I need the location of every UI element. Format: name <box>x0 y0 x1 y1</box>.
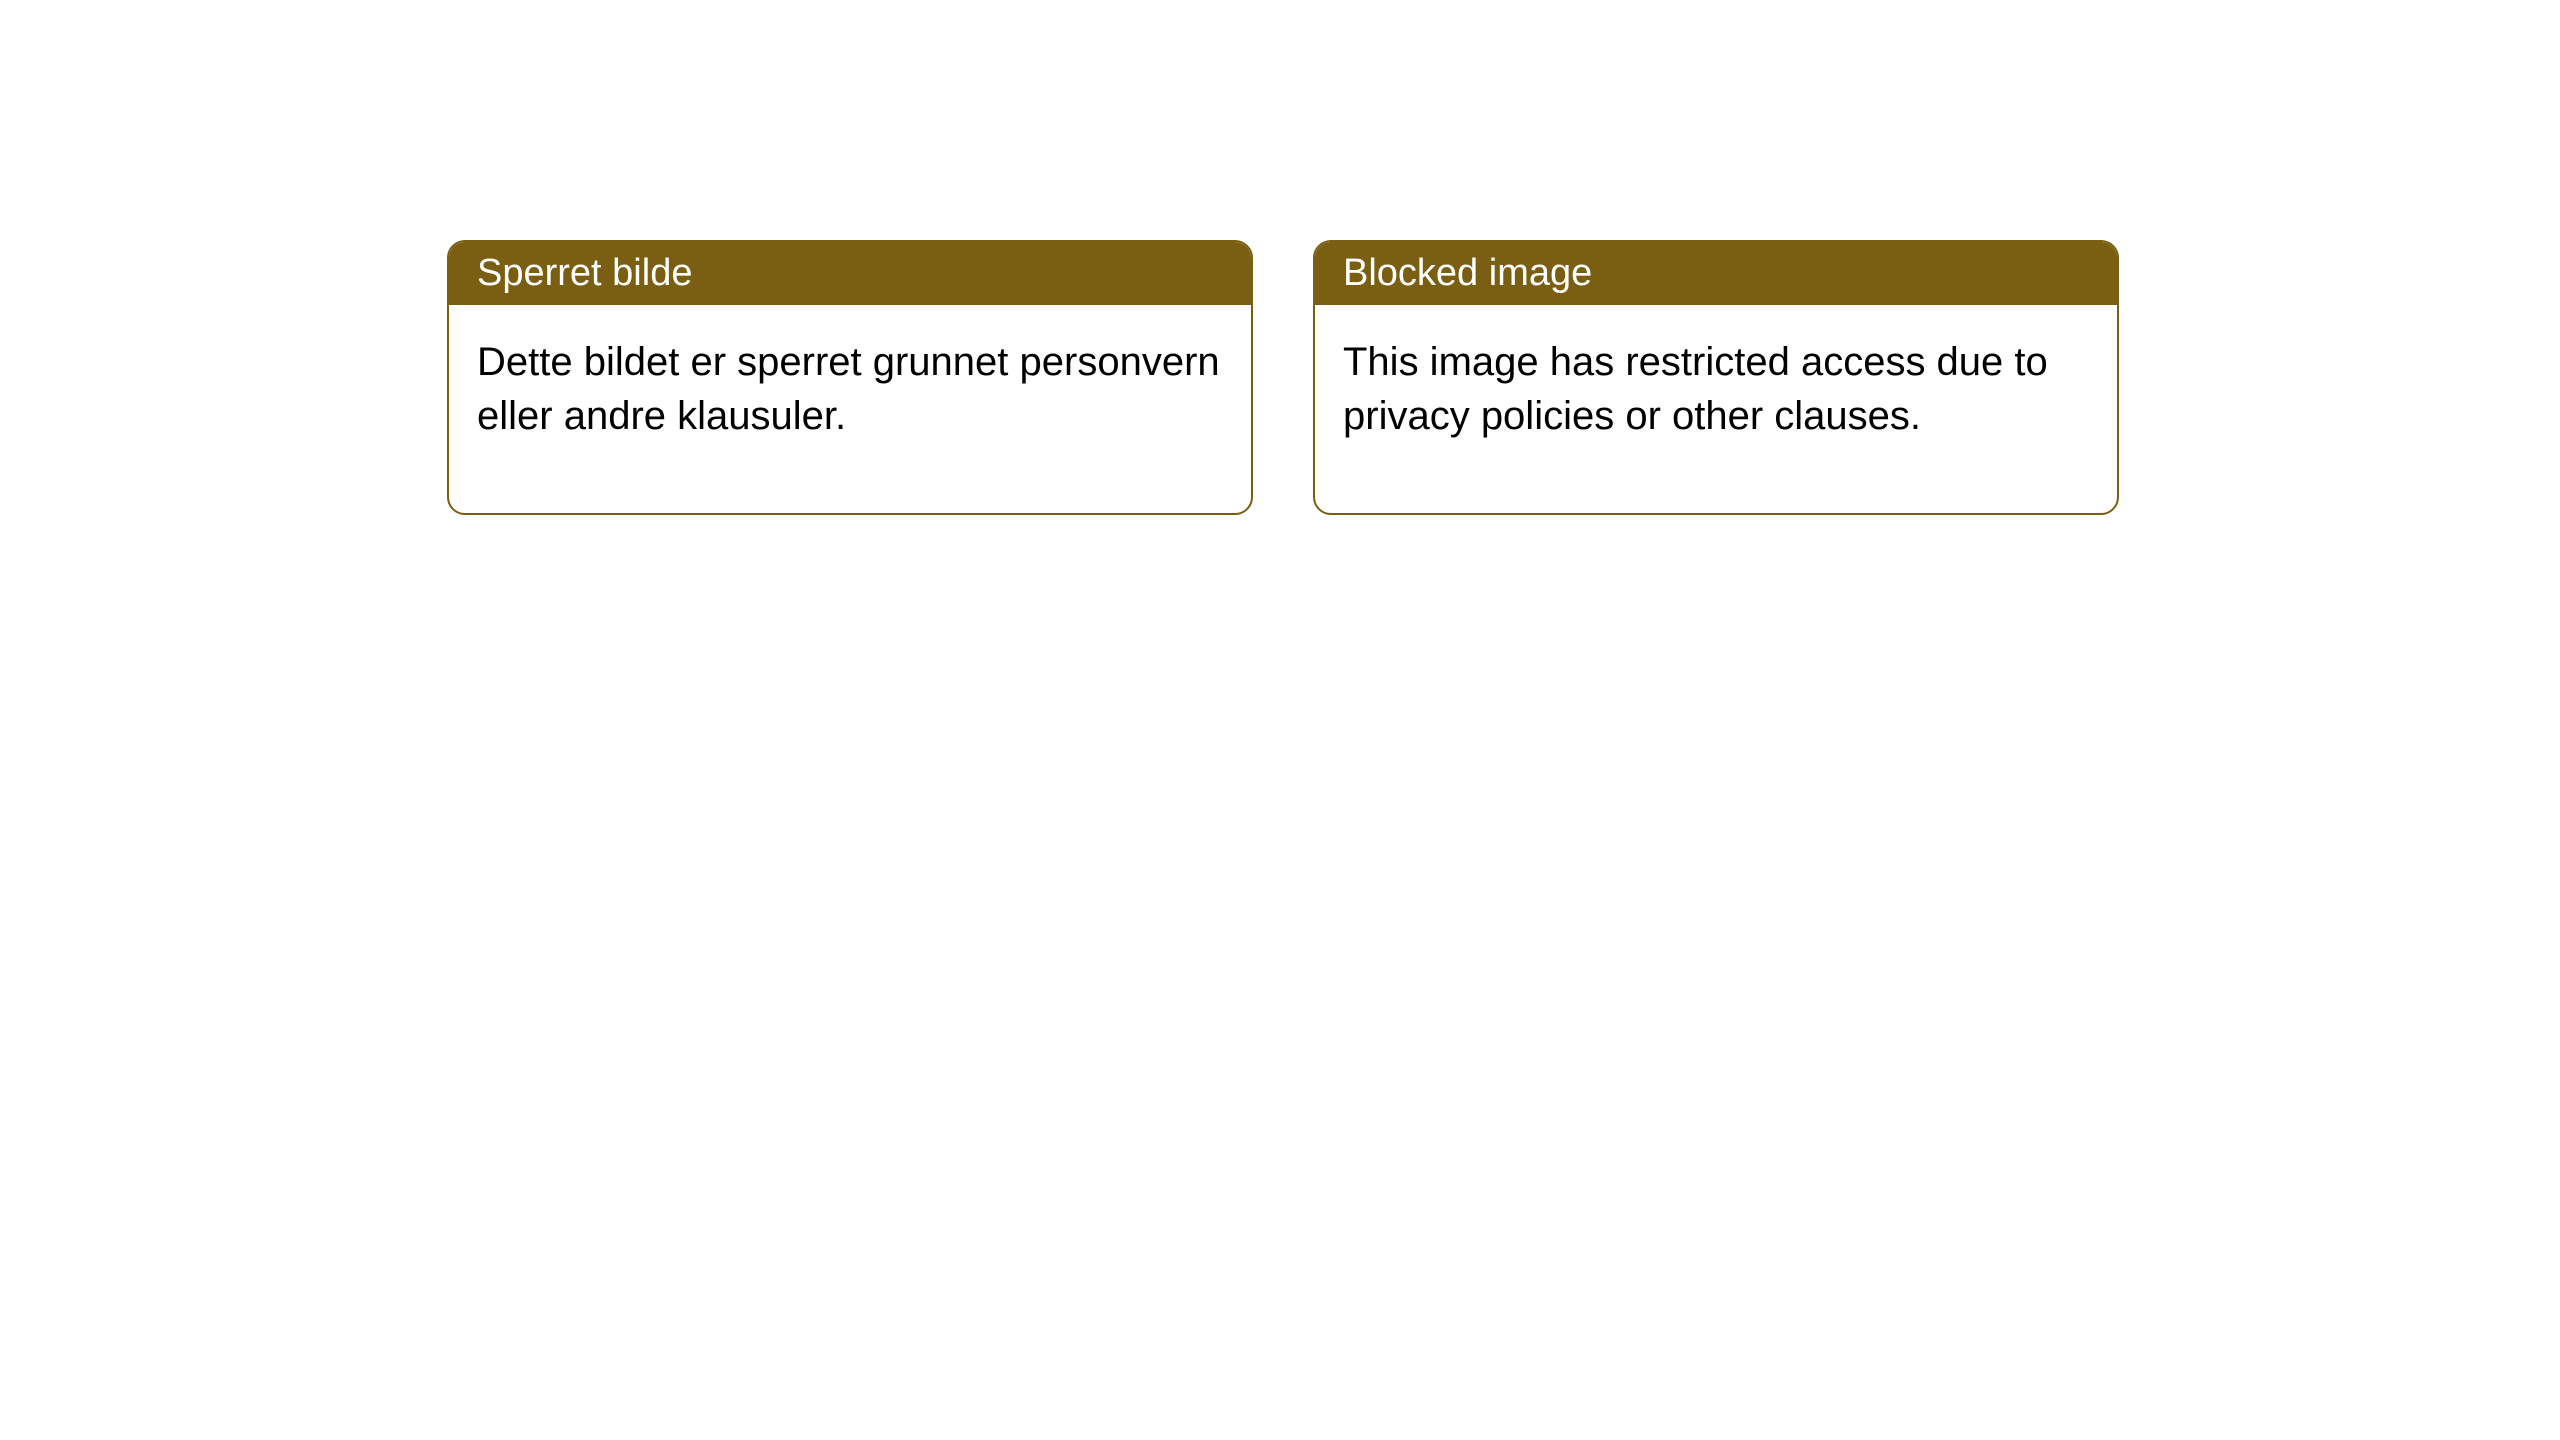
notice-title-norwegian: Sperret bilde <box>477 252 692 294</box>
notice-header-english: Blocked image <box>1315 242 2117 305</box>
notice-body-english: This image has restricted access due to … <box>1315 305 2117 513</box>
notice-title-english: Blocked image <box>1343 252 1592 294</box>
notice-card-english: Blocked image This image has restricted … <box>1313 240 2119 515</box>
notice-text-norwegian: Dette bildet er sperret grunnet personve… <box>477 340 1220 438</box>
notice-text-english: This image has restricted access due to … <box>1343 340 2048 438</box>
notice-header-norwegian: Sperret bilde <box>449 242 1251 305</box>
notice-container: Sperret bilde Dette bildet er sperret gr… <box>447 240 2119 515</box>
notice-body-norwegian: Dette bildet er sperret grunnet personve… <box>449 305 1251 513</box>
notice-card-norwegian: Sperret bilde Dette bildet er sperret gr… <box>447 240 1253 515</box>
